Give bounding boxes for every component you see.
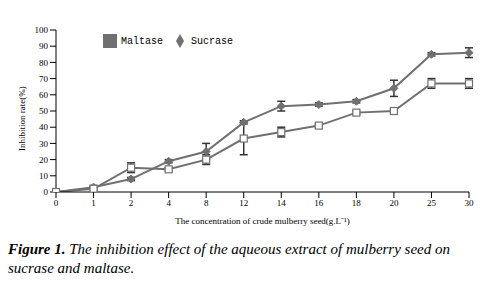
svg-text:25: 25 [427, 198, 437, 208]
svg-text:80: 80 [39, 58, 49, 68]
svg-text:30: 30 [39, 139, 49, 149]
svg-text:Inhibition rate(%): Inhibition rate(%) [17, 86, 27, 151]
svg-text:50: 50 [39, 106, 49, 116]
svg-text:0: 0 [44, 187, 49, 197]
svg-text:0: 0 [54, 198, 59, 208]
svg-text:2: 2 [129, 198, 134, 208]
svg-text:20: 20 [39, 155, 49, 165]
svg-text:60: 60 [39, 90, 49, 100]
svg-text:16: 16 [314, 198, 324, 208]
svg-text:8: 8 [204, 198, 209, 208]
svg-text:40: 40 [39, 122, 49, 132]
html-text:Figure 1. The inhibition effec: Figure 1. The inhibition effect of the a… [8, 241, 450, 276]
html-text:Sucrase: Sucrase [191, 35, 233, 47]
svg-text:70: 70 [39, 74, 49, 84]
svg-text:10: 10 [39, 171, 49, 181]
svg-text:14: 14 [277, 198, 287, 208]
svg-text:100: 100 [35, 25, 49, 35]
svg-text:18: 18 [352, 198, 362, 208]
svg-text:4: 4 [166, 198, 171, 208]
svg-text:1: 1 [91, 198, 96, 208]
svg-text:30: 30 [465, 198, 475, 208]
svg-text:12: 12 [239, 198, 248, 208]
svg-text:20: 20 [389, 198, 399, 208]
svg-text:90: 90 [39, 41, 49, 51]
html-text:Maltase: Maltase [121, 35, 163, 47]
svg-text:The concentration of crude mul: The concentration of crude mulberry seed… [175, 216, 350, 226]
